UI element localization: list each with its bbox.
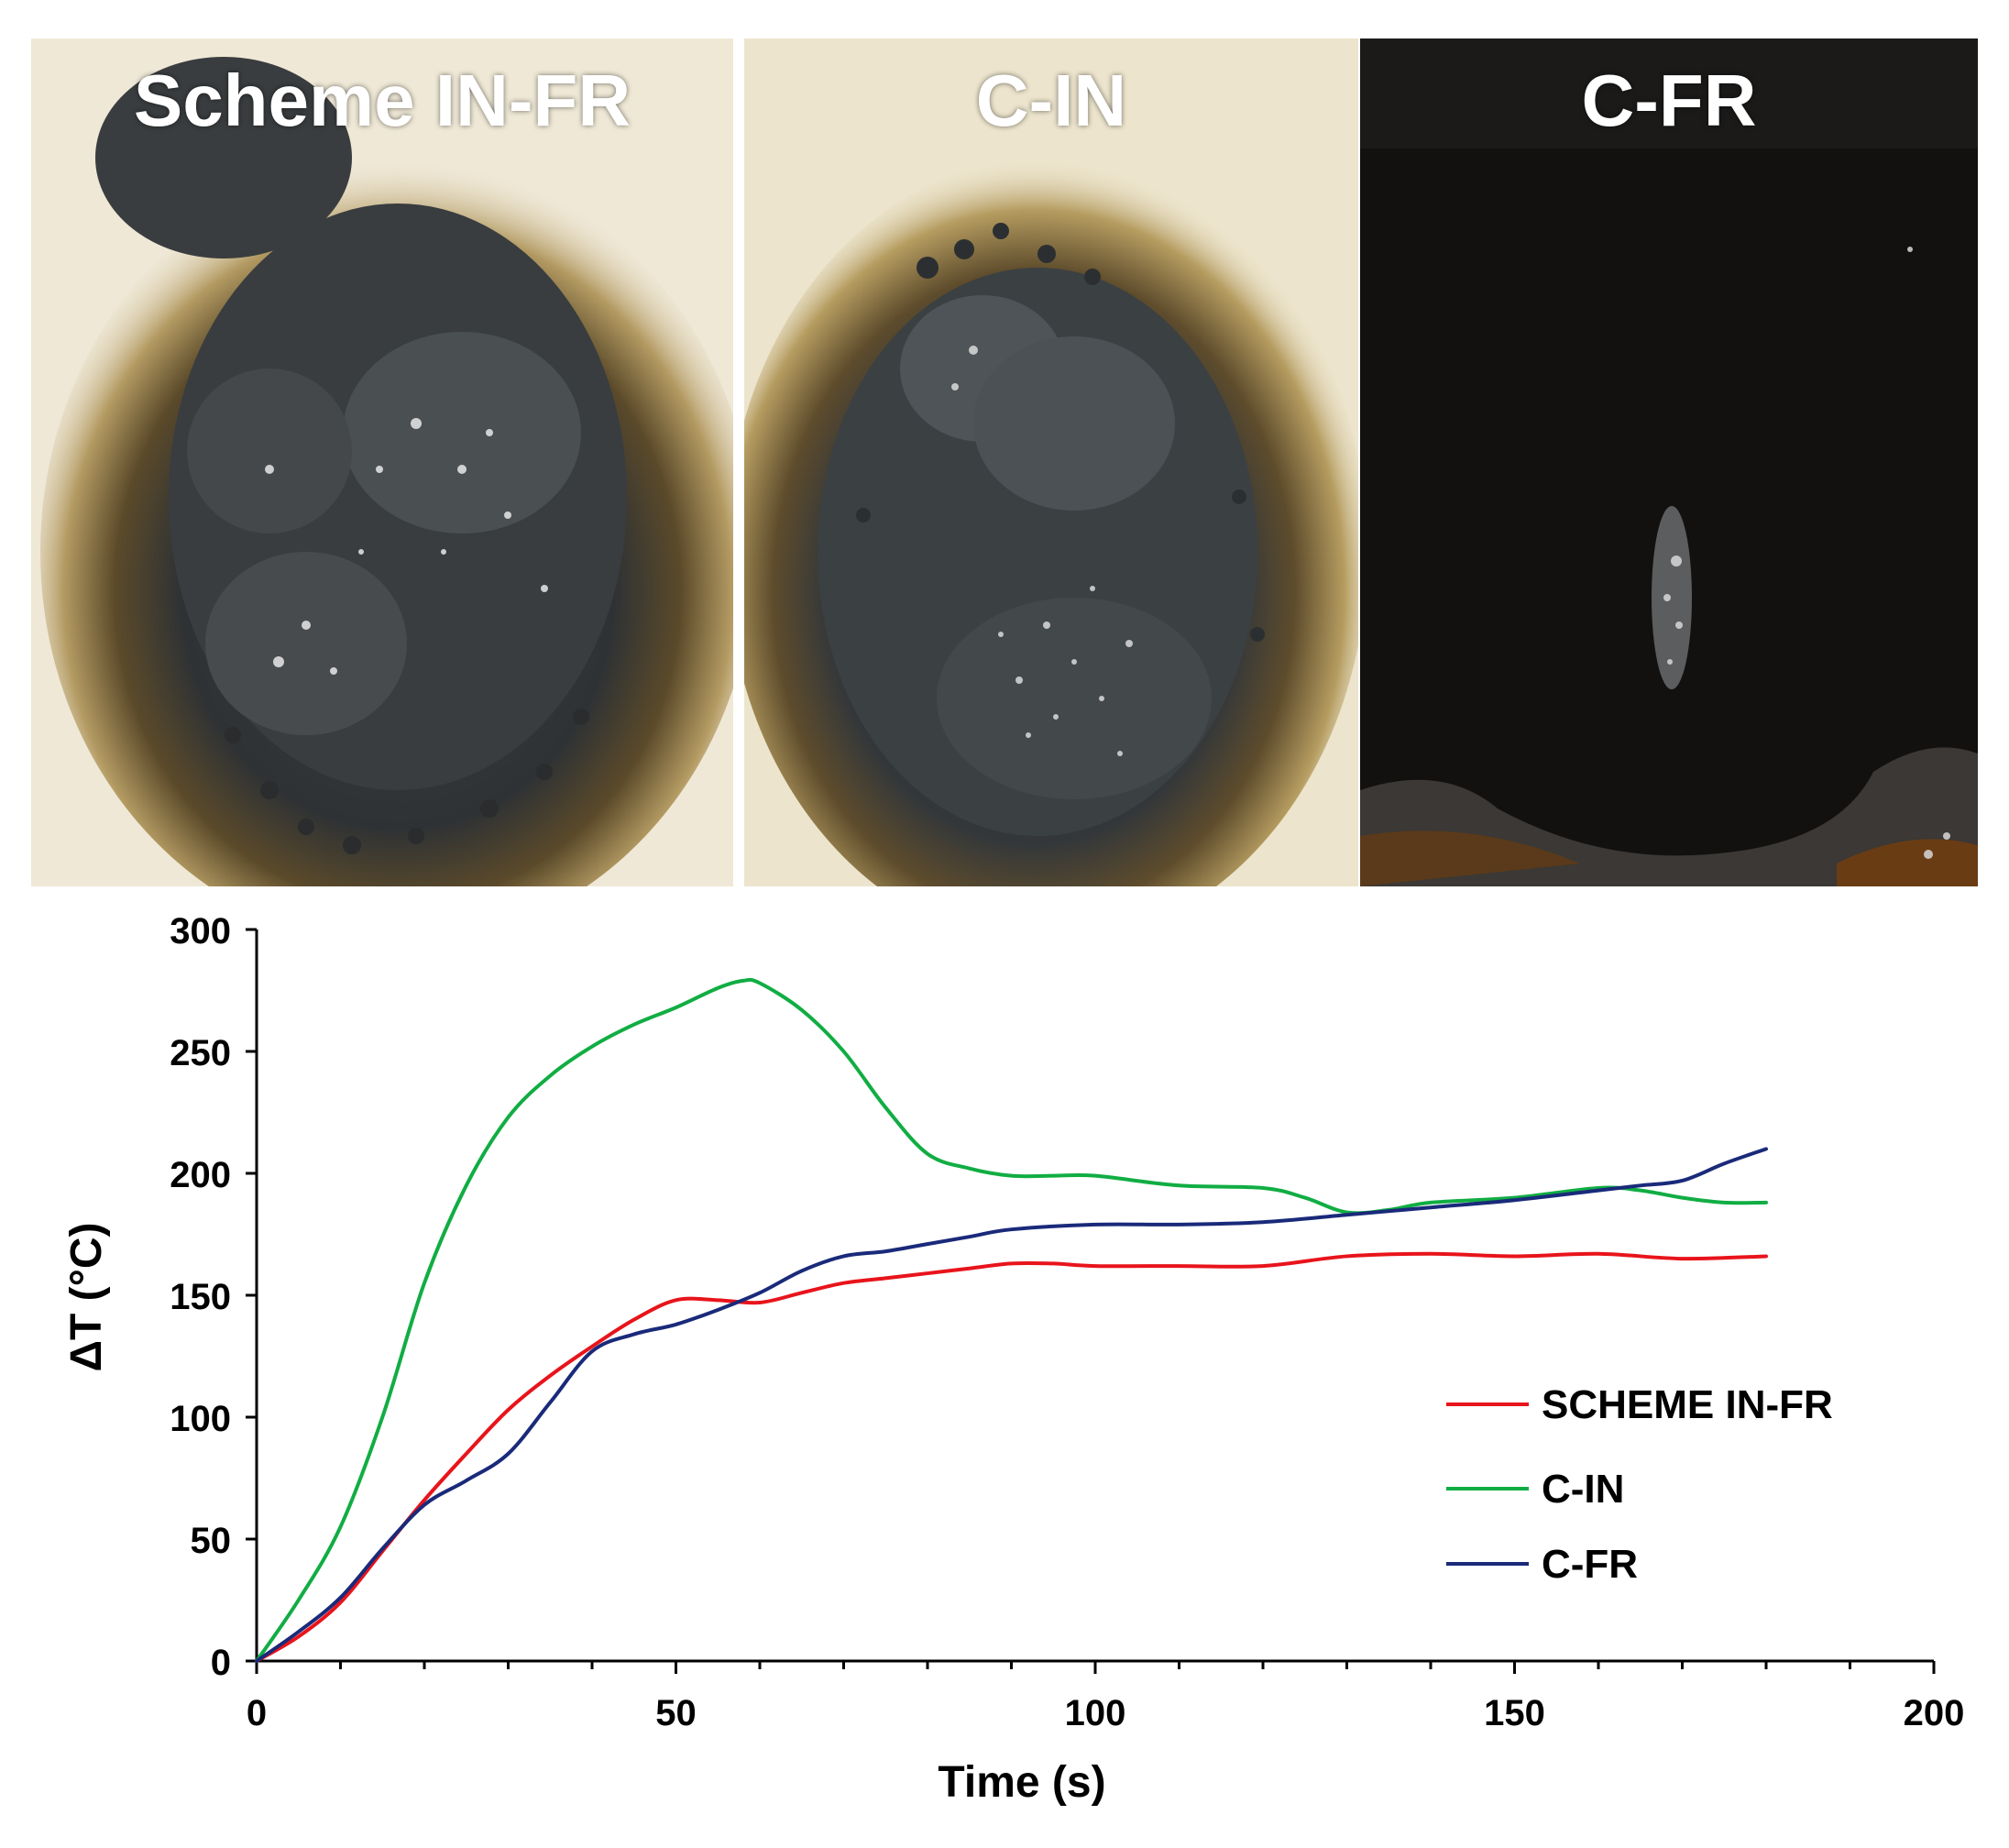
x-axis-label: Time (s) xyxy=(938,1758,1105,1807)
legend-label: SCHEME IN-FR xyxy=(1542,1382,1833,1427)
photo-label: C-IN xyxy=(975,60,1127,141)
photo-c-in: C-IN xyxy=(744,38,1358,886)
burnt-sample-illustration xyxy=(40,57,733,886)
temperature-chart: 0 50 100 150 200 250 300 0 50 100 150 200 SCHEME IN… xyxy=(62,911,1964,1807)
photo-scheme-in-fr: Scheme IN-FR xyxy=(31,38,733,886)
x-tick-label: 50 xyxy=(655,1693,697,1733)
y-axis-label: ΔT (°C) xyxy=(62,1223,111,1372)
burnt-sample-illustration xyxy=(1360,38,1978,886)
x-tick-label: 150 xyxy=(1484,1693,1545,1733)
y-tick-label: 150 xyxy=(170,1277,231,1317)
x-tick-label: 0 xyxy=(247,1693,267,1733)
legend-label: C-FR xyxy=(1542,1542,1638,1587)
legend: SCHEME IN-FR C-IN C-FR xyxy=(1446,1382,1833,1587)
series-line-c-fr xyxy=(255,1147,1768,1663)
x-tick-label: 100 xyxy=(1065,1693,1126,1733)
y-tick-label: 50 xyxy=(191,1521,232,1561)
y-tick-label: 200 xyxy=(170,1155,231,1195)
photo-label: Scheme IN-FR xyxy=(133,60,631,141)
y-tick-label: 300 xyxy=(170,911,231,952)
legend-label: C-IN xyxy=(1542,1467,1624,1512)
burnt-sample-illustration xyxy=(744,158,1358,886)
photo-c-fr: C-FR xyxy=(1360,38,1978,886)
series-line-c-in xyxy=(255,977,1768,1663)
y-tick-label: 0 xyxy=(211,1643,231,1683)
photo-label: C-FR xyxy=(1581,60,1757,141)
series-layer xyxy=(255,977,1768,1663)
axes: 0 50 100 150 200 250 300 0 50 100 150 200 xyxy=(170,911,1964,1733)
y-tick-label: 100 xyxy=(170,1399,231,1439)
y-tick-label: 250 xyxy=(170,1033,231,1073)
x-tick-label: 200 xyxy=(1904,1693,1965,1733)
series-line-scheme-in-fr xyxy=(255,1251,1768,1663)
